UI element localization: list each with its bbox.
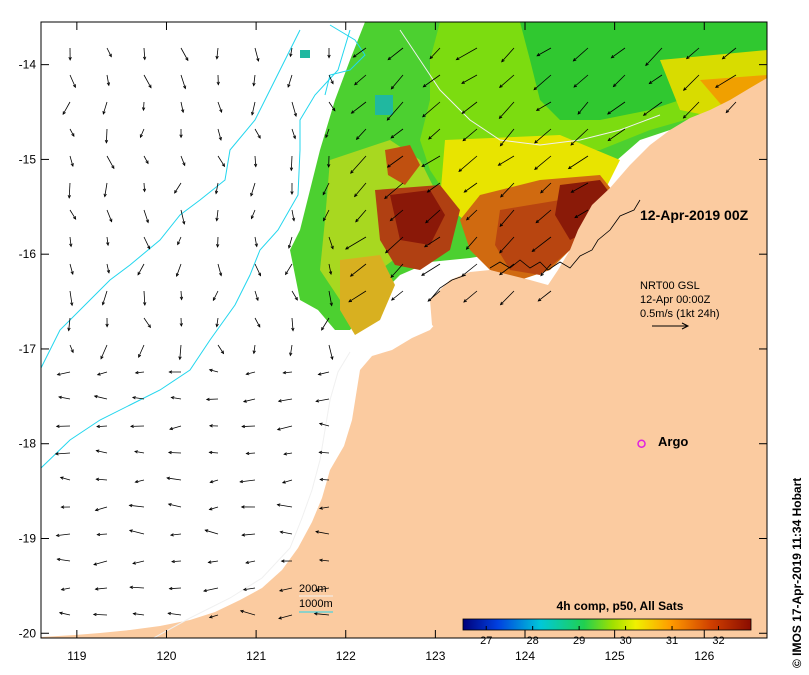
colorbar-tick-label: 30 xyxy=(619,635,631,647)
x-tick-label: 119 xyxy=(67,649,86,663)
y-tick-label: -20 xyxy=(19,626,37,640)
x-tick-label: 125 xyxy=(605,649,625,663)
copyright-container: © IMOS 17-Apr-2019 11:34 Hobart xyxy=(786,400,806,670)
x-tick-label: 126 xyxy=(694,649,714,663)
current-vector xyxy=(169,452,181,453)
colorbar-tick-label: 28 xyxy=(527,635,539,647)
y-tick-label: -17 xyxy=(19,342,37,356)
copyright-text: © IMOS 17-Apr-2019 11:34 Hobart xyxy=(790,478,804,668)
nrt-line-3: 0.5m/s (1kt 24h) xyxy=(640,308,719,320)
sst-cell-teal-2 xyxy=(300,50,310,58)
x-tick-label: 123 xyxy=(425,649,445,663)
colorbar-tick-label: 31 xyxy=(666,635,678,647)
colorbar-tick-label: 29 xyxy=(573,635,585,647)
y-tick-label: -14 xyxy=(19,58,37,72)
y-tick-label: -18 xyxy=(19,437,37,451)
nrt-line-1: NRT00 GSL xyxy=(640,280,700,292)
colorbar-title: 4h comp, p50, All Sats xyxy=(557,599,684,613)
y-tick-label: -16 xyxy=(19,247,37,261)
y-tick-label: -15 xyxy=(19,152,37,166)
y-tick-label: -19 xyxy=(19,531,37,545)
depth-legend-1000: 1000m xyxy=(299,598,333,610)
colorbar-tick-label: 32 xyxy=(712,635,724,647)
date-annotation: 12-Apr-2019 00Z xyxy=(640,207,749,223)
x-tick-label: 120 xyxy=(156,649,176,663)
plot-area xyxy=(41,22,767,640)
colorbar-tick-label: 27 xyxy=(480,635,492,647)
sst-cell-teal xyxy=(375,95,393,115)
depth-legend-200: 200m xyxy=(299,583,327,595)
x-tick-label: 121 xyxy=(246,649,266,663)
x-tick-label: 122 xyxy=(336,649,356,663)
copyright-svg: © IMOS 17-Apr-2019 11:34 Hobart xyxy=(786,400,806,670)
argo-label: Argo xyxy=(658,434,688,449)
colorbar-gradient xyxy=(463,619,751,630)
nrt-line-2: 12-Apr 00:00Z xyxy=(640,294,711,306)
current-vector xyxy=(242,426,255,427)
x-tick-label: 124 xyxy=(515,649,535,663)
